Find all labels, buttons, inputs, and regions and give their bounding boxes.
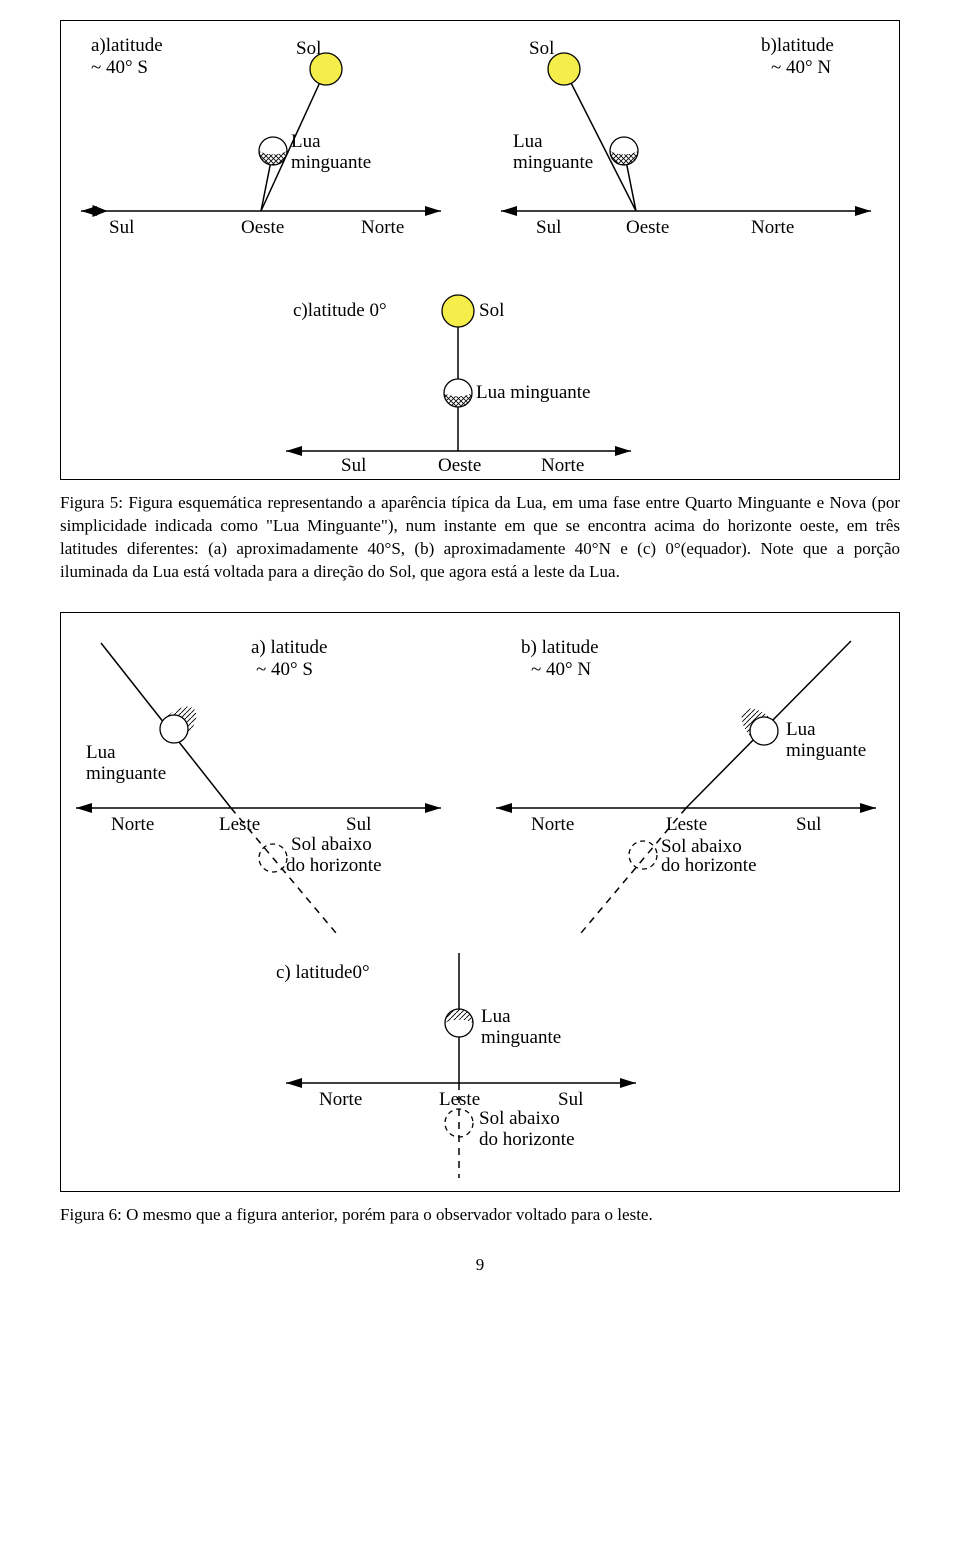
fig6b-sun-below — [629, 841, 657, 869]
figure6-box: a) latitude ~ 40° S Lua minguante Sol ab… — [60, 612, 900, 1192]
fig6b-norte: Norte — [531, 814, 574, 835]
fig5a-moon-l1: Lua — [291, 131, 321, 152]
fig5c-moon-l: Lua minguante — [476, 382, 591, 403]
fig5c-oeste: Oeste — [438, 455, 481, 476]
fig6a-moon — [160, 715, 188, 743]
fig5a-sul: Sul — [109, 217, 134, 238]
fig5b-title2: ~ 40° N — [771, 57, 831, 78]
fig5b-title1: b)latitude — [761, 35, 834, 56]
fig6b-title2: ~ 40° N — [531, 659, 591, 680]
fig5c-norte: Norte — [541, 455, 584, 476]
fig6c-sul: Sul — [558, 1089, 583, 1110]
fig5c-sun-label: Sol — [479, 300, 504, 321]
figure5-box: a)latitude ~ 40° S Sol Lua minguante Sul… — [60, 20, 900, 480]
fig6c-sb-l1: Sol abaixo — [479, 1108, 560, 1129]
figure5-svg: a)latitude ~ 40° S Sol Lua minguante Sul… — [61, 21, 901, 481]
fig6b-moon — [750, 717, 778, 745]
fig6c-moon-l2: minguante — [481, 1027, 561, 1048]
fig5-panel-b: b)latitude ~ 40° N Sol Lua minguante Sul… — [501, 35, 871, 238]
fig6c-title: c) latitude0° — [276, 962, 370, 983]
fig5b-sun-label: Sol — [529, 38, 554, 59]
fig6b-moon-l2: minguante — [786, 740, 866, 761]
fig6-panel-b: b) latitude ~ 40° N Lua minguante Sol ab… — [496, 637, 876, 933]
fig6a-moon-l2: minguante — [86, 763, 166, 784]
fig5c-sul: Sul — [341, 455, 366, 476]
fig6a-title2: ~ 40° S — [256, 659, 313, 680]
fig6a-sb-l2: do horizonte — [286, 855, 382, 876]
fig6c-sb-l2: do horizonte — [479, 1129, 575, 1150]
fig5a-sun-label: Sol — [296, 38, 321, 59]
fig6a-moon-l1: Lua — [86, 742, 116, 763]
figure5-caption: Figura 5: Figura esquemática representan… — [60, 492, 900, 584]
fig6b-moon-l1: Lua — [786, 719, 816, 740]
fig5a-norte: Norte — [361, 217, 404, 238]
fig5b-moon-l1: Lua — [513, 131, 543, 152]
fig6b-sul: Sul — [796, 814, 821, 835]
fig6b-sb-l2: do horizonte — [661, 855, 757, 876]
fig5-panel-a: a)latitude ~ 40° S Sol Lua minguante Sul… — [81, 35, 441, 238]
fig6a-sul: Sul — [346, 814, 371, 835]
fig6b-leste: Leste — [666, 814, 707, 835]
fig5c-sun — [442, 295, 474, 327]
fig6c-leste: Leste — [439, 1089, 480, 1110]
fig5b-moon-l2: minguante — [513, 152, 593, 173]
fig5a-oeste: Oeste — [241, 217, 284, 238]
fig6b-sb-l1: Sol abaixo — [661, 836, 742, 857]
fig6a-leste: Leste — [219, 814, 260, 835]
fig5a-moon-l2: minguante — [291, 152, 371, 173]
fig5c-title: c)latitude 0° — [293, 300, 387, 321]
fig5b-oeste: Oeste — [626, 217, 669, 238]
fig6-panel-c: c) latitude0° Lua minguante Sol abaixo d… — [276, 953, 636, 1178]
fig6b-title1: b) latitude — [521, 637, 599, 658]
fig6c-moon-l1: Lua — [481, 1006, 511, 1027]
figure6-caption: Figura 6: O mesmo que a figura anterior,… — [60, 1204, 900, 1227]
fig5b-norte: Norte — [751, 217, 794, 238]
fig6c-norte: Norte — [319, 1089, 362, 1110]
fig5a-title1: a)latitude — [91, 35, 163, 56]
fig6a-title1: a) latitude — [251, 637, 328, 658]
page-number: 9 — [60, 1255, 900, 1275]
figure6-svg: a) latitude ~ 40° S Lua minguante Sol ab… — [61, 613, 901, 1193]
fig6a-sb-l1: Sol abaixo — [291, 834, 372, 855]
fig5-panel-c: c)latitude 0° Sol Lua minguante Sul Oest… — [286, 295, 631, 476]
fig5a-title2: ~ 40° S — [91, 57, 148, 78]
fig6-panel-a: a) latitude ~ 40° S Lua minguante Sol ab… — [76, 637, 441, 933]
fig5b-sul: Sul — [536, 217, 561, 238]
fig6a-norte: Norte — [111, 814, 154, 835]
